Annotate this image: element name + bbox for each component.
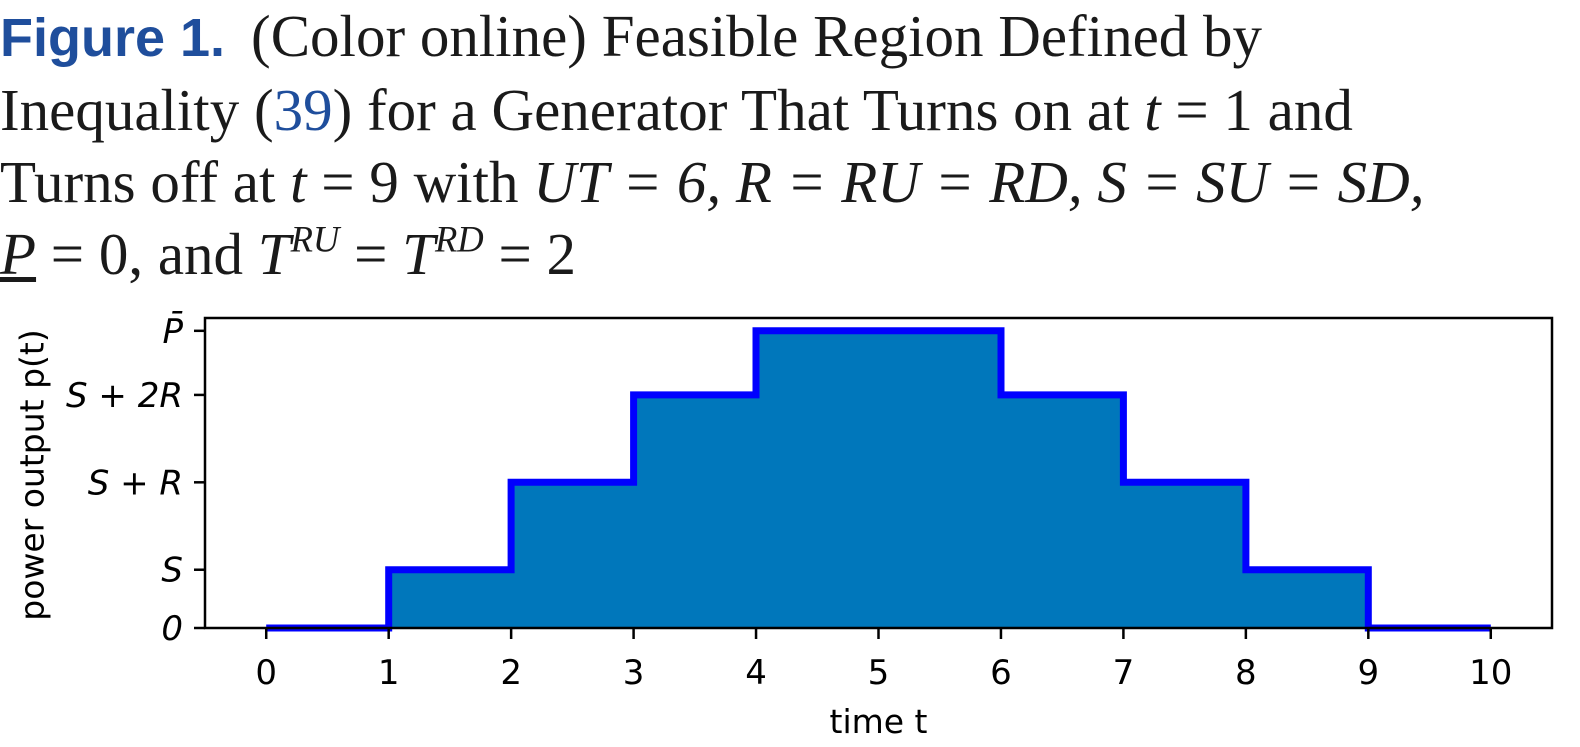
caption-text-2c: = 1 and [1160,77,1353,143]
x-axis-label: time t [830,702,928,741]
caption-line-2: Inequality (39) for a Generator That Tur… [0,74,1570,146]
caption-text-3c: UT = 6, R = RU = RD, S = SU = SD, [533,149,1425,215]
caption-sup-ru: RU [290,218,340,260]
y-axis-label: power output p(t) [13,329,52,620]
x-tick-label: 0 [255,653,277,693]
caption-text-4end: = 2 [483,221,577,287]
power-output-step-line [266,327,1491,632]
caption-text-2a: Inequality ( [0,77,274,143]
x-tick-label: 6 [990,653,1012,693]
figure-caption: Figure 1. (Color online) Feasible Region … [0,0,1570,290]
caption-text-3b: = 9 with [306,149,534,215]
y-tick-label: 0 [161,609,183,649]
x-tick-label: 4 [745,653,767,693]
equation-ref-link[interactable]: 39 [273,77,333,143]
x-tick-label: 8 [1235,653,1257,693]
x-tick-label: 7 [1113,653,1135,693]
x-tick-label: 2 [500,653,522,693]
x-tick-label: 9 [1357,653,1379,693]
caption-var-t-rd: T [402,221,435,287]
caption-text-4a: = 0, and [36,221,258,287]
feasible-region-fill [266,330,1491,628]
tick-layer: 0 1 2 3 4 5 6 7 8 9 10 0 S S + R S + 2R P̄ [66,311,1512,693]
figure-label: Figure 1. [0,8,226,68]
x-tick-label: 1 [378,653,400,693]
y-tick-label: P̄ [162,311,183,352]
caption-line-1: Figure 1. (Color online) Feasible Region … [0,0,1570,74]
y-tick-label: S + R [88,463,183,503]
caption-text-1: (Color online) Feasible Region Defined b… [251,3,1263,69]
caption-sup-rd: RD [434,218,484,260]
caption-var-p-min: P [0,221,37,287]
x-tick-label: 10 [1469,653,1512,693]
y-tick-label: S [161,551,183,591]
caption-text-4eq: = [339,221,403,287]
caption-line-4: P = 0, and TRU = TRD = 2 [0,218,1570,290]
caption-var-t-ru: T [257,221,291,287]
x-tick-label: 3 [623,653,645,693]
caption-text-3a: Turns off at [0,149,291,215]
caption-text-2b: ) for a Generator That Turns on at [332,77,1145,143]
plot-layer [203,316,1554,632]
caption-line-3: Turns off at t = 9 with UT = 6, R = RU =… [0,146,1570,218]
caption-var-t2: t [290,149,307,215]
caption-var-t: t [1144,77,1161,143]
x-tick-label: 5 [868,653,890,693]
y-tick-label: S + 2R [66,376,183,416]
